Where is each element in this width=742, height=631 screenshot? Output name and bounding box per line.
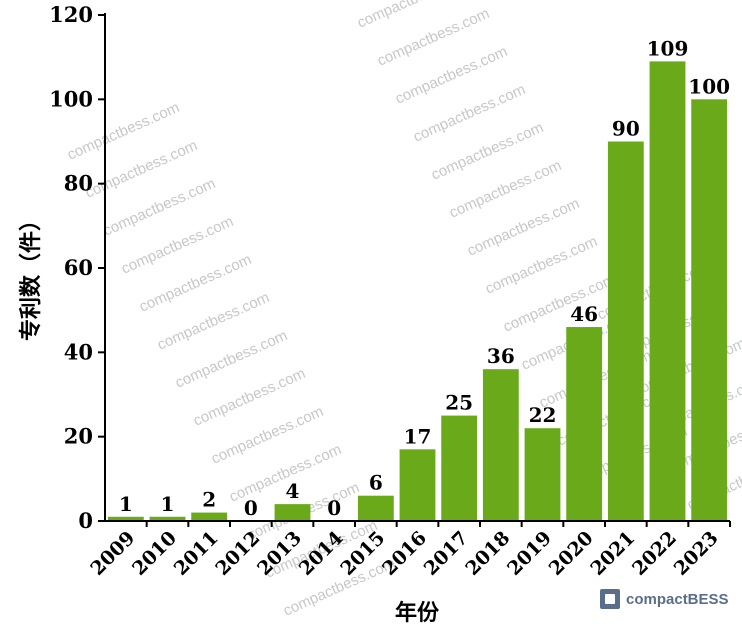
x-tick-label: 2020 — [545, 527, 598, 580]
brand-logo: compactBESS — [600, 589, 729, 609]
x-tick-label: 2010 — [128, 527, 181, 580]
data-label-2014: 0 — [327, 496, 341, 520]
y-axis-title: 专利数（件） — [18, 209, 44, 341]
data-label-2015: 6 — [369, 471, 383, 495]
bar-2022 — [649, 61, 686, 522]
bar-2020 — [566, 327, 603, 521]
y-tick-label: 120 — [49, 2, 93, 27]
x-ticks: 2009201020112012201320142015201620172018… — [86, 521, 731, 580]
y-tick-label: 0 — [78, 508, 93, 533]
y-tick-label: 80 — [64, 171, 93, 196]
x-tick-label: 2023 — [670, 527, 723, 580]
data-label-2011: 2 — [202, 488, 216, 512]
bar-2013 — [274, 504, 311, 521]
logo-text: compactBESS — [626, 590, 729, 608]
x-tick-label: 2021 — [586, 527, 639, 580]
x-tick-label: 2012 — [211, 527, 264, 580]
data-label-2010: 1 — [161, 492, 175, 516]
bar-2019 — [524, 428, 561, 521]
bar-2018 — [482, 369, 519, 521]
logo-icon — [600, 589, 620, 609]
bar-2010 — [149, 516, 186, 521]
y-tick-label: 60 — [64, 255, 93, 280]
bar-2017 — [441, 415, 478, 521]
data-label-2012: 0 — [244, 496, 258, 520]
data-label-2018: 36 — [487, 344, 515, 368]
x-tick-label: 2022 — [628, 527, 681, 580]
data-label-2023: 100 — [688, 74, 730, 98]
y-tick-label: 40 — [64, 339, 93, 364]
x-tick-label: 2009 — [86, 527, 139, 580]
x-tick-label: 2019 — [503, 527, 556, 580]
data-label-2021: 90 — [612, 117, 640, 141]
bar-2021 — [607, 141, 644, 521]
data-label-2016: 17 — [404, 424, 432, 448]
bars — [107, 61, 728, 522]
data-label-2017: 25 — [445, 391, 473, 415]
data-labels: 1 1 2 0 4 0 6 17 25 36 22 46 90 109 100 — [119, 36, 730, 520]
y-tick-label: 20 — [64, 424, 93, 449]
y-ticks: 0 20 40 60 80 100 120 — [49, 2, 105, 533]
bar-2016 — [399, 449, 436, 521]
bar-2015 — [357, 495, 394, 521]
x-tick-label: 2016 — [378, 527, 431, 580]
data-label-2019: 22 — [529, 403, 557, 427]
x-tick-label: 2018 — [461, 527, 514, 580]
bar-2009 — [107, 516, 144, 521]
data-label-2022: 109 — [647, 36, 689, 60]
data-label-2009: 1 — [119, 492, 133, 516]
data-label-2020: 46 — [570, 302, 598, 326]
bar-2023 — [691, 99, 728, 521]
data-label-2013: 4 — [286, 479, 300, 503]
y-tick-label: 100 — [49, 86, 93, 111]
x-tick-label: 2011 — [170, 527, 223, 580]
x-tick-label: 2017 — [420, 527, 473, 580]
bar-2011 — [191, 512, 228, 521]
x-axis-title: 年份 — [395, 600, 440, 626]
